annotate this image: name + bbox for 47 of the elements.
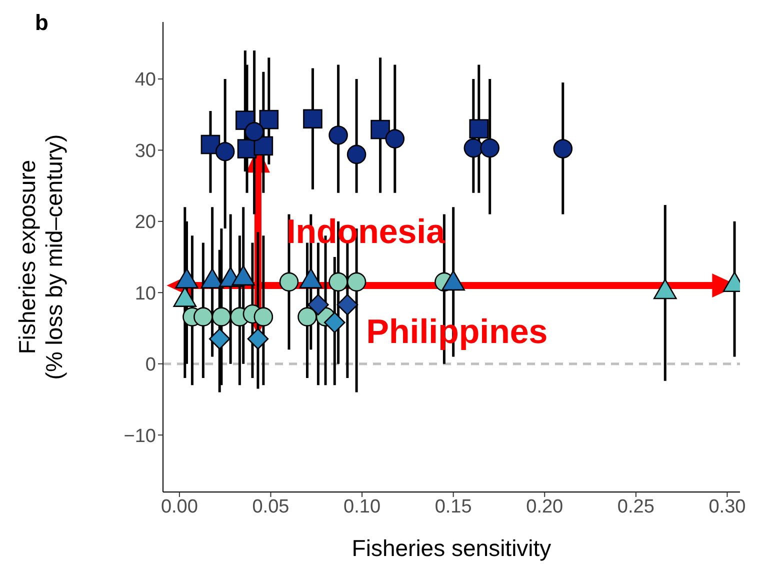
- point: [308, 294, 329, 316]
- point: [215, 142, 235, 162]
- y-tick-label: 0: [145, 354, 156, 376]
- y-tick-label: 10: [134, 283, 156, 304]
- y-tick-label: 20: [134, 212, 156, 234]
- x-tick-label: 0.30: [708, 496, 746, 518]
- point: [298, 307, 317, 326]
- point: [328, 126, 348, 145]
- point: [469, 119, 489, 138]
- x-axis-title: Fisheries sensitivity: [352, 535, 552, 561]
- point: [370, 120, 390, 140]
- x-tick-label: 0.25: [617, 496, 654, 518]
- point: [259, 110, 279, 130]
- point: [336, 294, 358, 316]
- point: [232, 265, 255, 286]
- x-tick-label: 0.10: [344, 496, 381, 518]
- point: [279, 272, 299, 292]
- y-tick-label: 40: [134, 70, 156, 91]
- point: [553, 139, 573, 158]
- point: [247, 328, 269, 350]
- point: [299, 268, 323, 288]
- y-axis-title: Fisheries exposure (% loss by mid–century): [14, 134, 67, 380]
- point: [346, 144, 366, 164]
- point: [653, 278, 677, 300]
- x-tick-label: 0.15: [434, 496, 472, 518]
- point: [254, 307, 274, 326]
- point: [385, 129, 405, 148]
- y-tick-label: −10: [124, 426, 156, 447]
- point: [175, 268, 198, 288]
- point: [244, 122, 264, 142]
- point: [303, 109, 322, 128]
- point: [346, 272, 366, 292]
- point: [212, 307, 232, 326]
- point: [328, 272, 348, 292]
- point: [324, 312, 346, 334]
- point: [173, 286, 197, 307]
- point: [464, 138, 484, 158]
- x-tick-label: 0.20: [526, 496, 564, 518]
- x-tick-label: 0.00: [160, 496, 198, 518]
- point: [442, 270, 465, 291]
- point: [194, 307, 213, 326]
- text: b: [35, 10, 48, 35]
- x-tick-label: 0.05: [252, 496, 290, 518]
- y-tick-label: 30: [134, 140, 156, 162]
- point: [200, 268, 224, 288]
- point: [208, 328, 230, 350]
- point: [480, 138, 500, 158]
